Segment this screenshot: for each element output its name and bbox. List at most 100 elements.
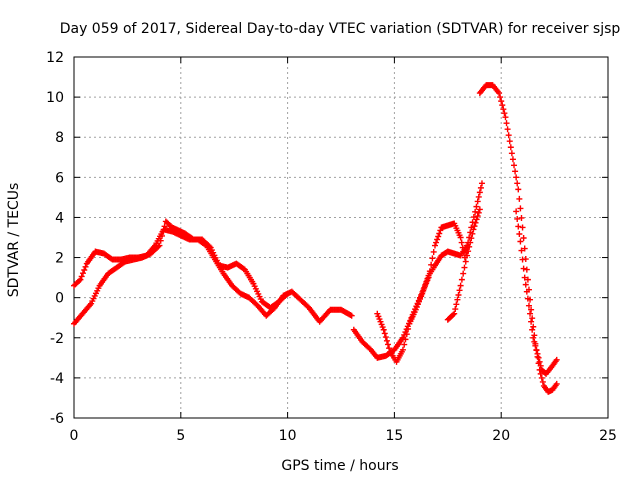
- data-point: [159, 232, 166, 239]
- data-point: [478, 180, 485, 187]
- data-point: [453, 301, 460, 308]
- x-tick-label: 10: [279, 428, 297, 444]
- x-axis-title: GPS time / hours: [281, 458, 398, 474]
- axis-ticks: [73, 56, 609, 419]
- data-point: [530, 334, 537, 341]
- data-point: [451, 310, 458, 317]
- data-point: [520, 265, 527, 272]
- data-point: [81, 266, 88, 273]
- data-point: [474, 213, 481, 220]
- data-point: [420, 287, 427, 294]
- x-tick-label: 0: [70, 428, 79, 444]
- data-point: [521, 245, 528, 252]
- data-point: [452, 306, 459, 313]
- plot-frame: [73, 56, 609, 419]
- data-point: [532, 342, 539, 349]
- data-point: [82, 263, 89, 270]
- data-point: [533, 346, 540, 353]
- data-point: [500, 106, 507, 113]
- y-tick-label: 4: [55, 210, 64, 226]
- data-point: [496, 90, 503, 97]
- data-point: [473, 203, 480, 210]
- data-point: [405, 325, 412, 332]
- y-tick-label: -4: [50, 371, 64, 387]
- data-point: [402, 336, 409, 343]
- y-axis-title: SDTVAR / TECUs: [6, 183, 22, 298]
- data-point: [383, 337, 390, 344]
- data-point: [433, 239, 440, 246]
- data-point: [518, 214, 525, 221]
- data-point: [553, 380, 560, 387]
- data-point: [284, 290, 291, 297]
- data-point: [431, 242, 438, 249]
- y-tick-label: 0: [55, 291, 64, 307]
- data-marks: [71, 82, 560, 395]
- data-point: [430, 248, 437, 255]
- data-point: [498, 98, 505, 105]
- data-point: [465, 248, 472, 255]
- data-point: [535, 354, 542, 361]
- y-tick-label: -2: [50, 331, 64, 347]
- data-point: [501, 110, 508, 117]
- data-point: [450, 311, 457, 318]
- data-point: [522, 281, 529, 288]
- data-point: [513, 208, 520, 215]
- data-point: [517, 238, 524, 245]
- data-point: [473, 216, 480, 223]
- data-point: [531, 338, 538, 345]
- data-point: [507, 144, 514, 151]
- data-point: [436, 230, 443, 237]
- data-point: [504, 126, 511, 133]
- data-point: [466, 243, 473, 250]
- data-point: [422, 281, 429, 288]
- data-point: [528, 306, 535, 313]
- data-point: [530, 323, 537, 330]
- data-point: [384, 341, 391, 348]
- data-point: [206, 243, 213, 250]
- data-point: [512, 168, 519, 175]
- data-point: [499, 102, 506, 109]
- y-tick-label: 10: [46, 90, 64, 106]
- data-point: [515, 223, 522, 230]
- data-point: [476, 206, 483, 213]
- data-point: [523, 288, 530, 295]
- data-point: [468, 235, 475, 242]
- data-point: [525, 302, 532, 309]
- series-6: [476, 82, 560, 395]
- data-point: [421, 284, 428, 291]
- series-7: [513, 208, 560, 377]
- y-tick-label: -6: [50, 411, 64, 427]
- data-point: [528, 318, 535, 325]
- data-point: [524, 276, 531, 283]
- data-point: [516, 230, 523, 237]
- data-point: [461, 264, 468, 271]
- data-point: [516, 195, 523, 202]
- data-point: [457, 234, 464, 241]
- y-tick-label: 6: [55, 170, 64, 186]
- data-point: [514, 180, 521, 187]
- data-point: [534, 350, 541, 357]
- y-tick-label: 2: [55, 251, 64, 267]
- chart-title: Day 059 of 2017, Sidereal Day-to-day VTE…: [60, 21, 621, 37]
- data-point: [469, 230, 476, 237]
- data-point: [155, 243, 162, 250]
- data-point: [472, 219, 479, 226]
- series-2: [71, 218, 291, 327]
- data-point: [508, 150, 515, 157]
- data-point: [419, 290, 426, 297]
- data-point: [454, 296, 461, 303]
- data-point: [424, 275, 431, 282]
- x-tick-label: 5: [176, 428, 185, 444]
- y-tick-label: 8: [55, 130, 64, 146]
- data-point: [474, 198, 481, 205]
- data-point: [523, 266, 530, 273]
- series-4: [374, 242, 471, 365]
- data-point: [467, 239, 474, 246]
- data-point: [401, 341, 408, 348]
- data-point: [502, 114, 509, 121]
- data-point: [76, 277, 83, 284]
- data-point: [536, 358, 543, 365]
- data-point: [283, 291, 290, 298]
- data-point: [437, 227, 444, 234]
- series-3: [350, 180, 485, 361]
